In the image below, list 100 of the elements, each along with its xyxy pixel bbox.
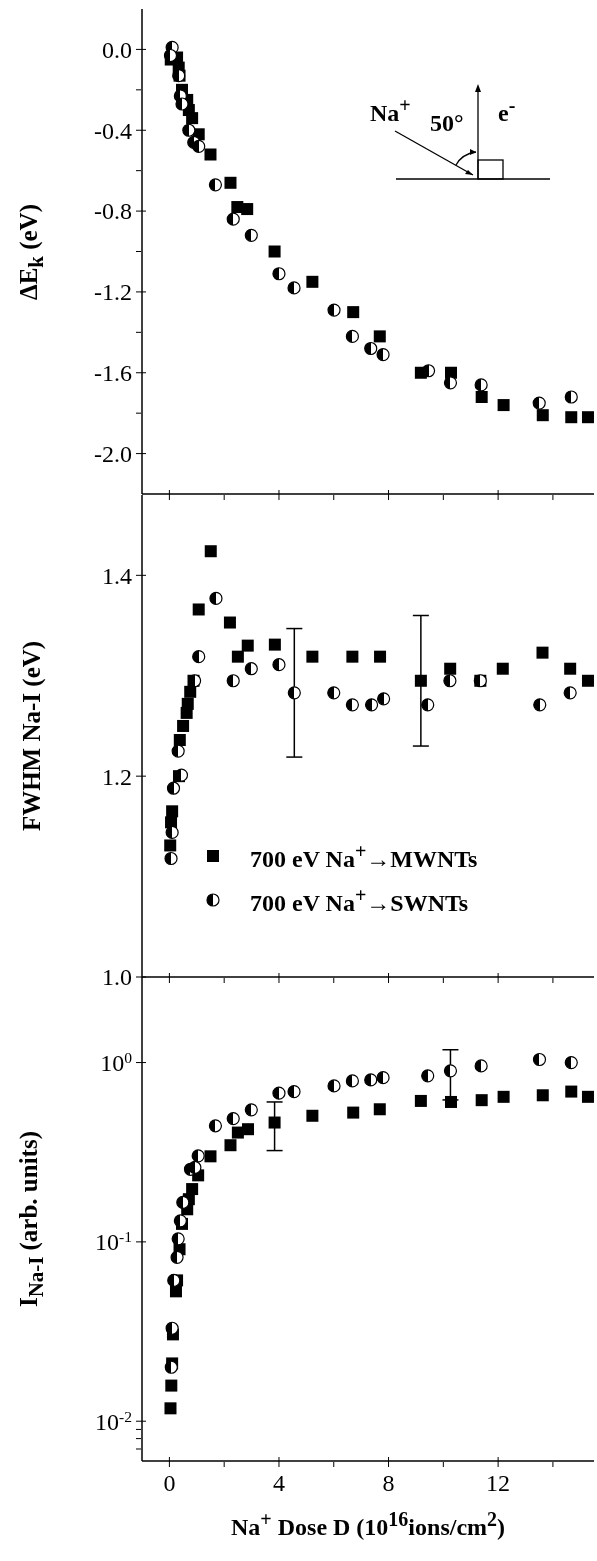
point [373, 330, 386, 343]
point [272, 658, 286, 672]
y-tick-label: -0.4 [94, 117, 132, 144]
point [564, 662, 577, 675]
point [377, 692, 391, 706]
annotation: Na$^{+}$ [370, 94, 411, 127]
point [306, 275, 319, 288]
x-axis-title: Na$^{+}$ Dose D (10$^{16}$ions/cm$^{2}$) [230, 1508, 506, 1541]
point [533, 698, 547, 712]
point [223, 616, 236, 629]
point [306, 1109, 319, 1122]
point [327, 303, 341, 317]
point [443, 1064, 458, 1078]
point [376, 347, 390, 362]
point [165, 1321, 179, 1335]
point [226, 212, 240, 226]
y-tick-label: 1.0 [102, 964, 132, 991]
point [497, 399, 510, 412]
x-tick-label: 4 [272, 1470, 285, 1496]
point [166, 805, 179, 818]
point [164, 839, 177, 852]
x-tick-label: 8 [382, 1470, 395, 1496]
point [474, 1059, 488, 1073]
point [208, 178, 223, 192]
point [373, 1103, 386, 1116]
point [268, 1116, 281, 1129]
legend-label: 700 eV Na$^{+}$→MWNTs [250, 839, 478, 873]
point [287, 281, 301, 295]
point [204, 148, 217, 161]
point [226, 1112, 240, 1126]
point [272, 1086, 286, 1100]
y-tick-label: 10$^{-2}$ [95, 1407, 132, 1435]
point [204, 1150, 217, 1163]
x-tick-label: 12 [486, 1470, 511, 1496]
point [443, 674, 457, 688]
point [184, 685, 197, 698]
point [241, 639, 254, 652]
point [565, 411, 578, 424]
annotation: 50° [430, 110, 464, 137]
y-tick-label: -0.8 [94, 198, 132, 225]
point [192, 139, 206, 154]
point [186, 112, 199, 125]
y-tick-label: 1.2 [102, 763, 132, 790]
point [564, 390, 578, 404]
x-tick-label: 0 [163, 1470, 176, 1496]
point [204, 545, 217, 558]
point [191, 1149, 205, 1163]
point [186, 1183, 199, 1196]
point [164, 851, 178, 866]
point [347, 1106, 360, 1119]
point [208, 1119, 223, 1133]
y-axis-title: FWHM Na-I (eV) [18, 640, 46, 832]
point [224, 1139, 237, 1152]
legend-label: 700 eV Na$^{+}$→SWNTs [250, 883, 469, 917]
point [306, 650, 319, 663]
point [581, 411, 594, 424]
point [345, 698, 359, 712]
y-tick-label: 1.4 [102, 562, 132, 589]
point [176, 1195, 190, 1210]
point [444, 662, 457, 675]
point [421, 1069, 435, 1083]
point [581, 674, 594, 687]
point [536, 409, 549, 422]
point [421, 698, 435, 712]
point [244, 228, 258, 242]
point [327, 686, 341, 700]
point [226, 674, 240, 688]
point [532, 1052, 547, 1067]
point [165, 1379, 178, 1392]
y-tick-label: -2.0 [94, 440, 132, 467]
point [192, 650, 206, 664]
point [175, 97, 189, 111]
y-tick-label: -1.2 [94, 279, 132, 306]
point [224, 176, 237, 189]
point [242, 1123, 255, 1136]
y-tick-label: 0.0 [102, 36, 132, 63]
point [414, 1094, 427, 1107]
point [532, 396, 546, 410]
y-tick-label: -1.6 [94, 360, 132, 387]
point [414, 674, 427, 687]
point [287, 1084, 301, 1099]
point [231, 650, 244, 663]
point [181, 697, 194, 710]
point [244, 662, 258, 676]
point [376, 1071, 390, 1085]
point [173, 734, 186, 747]
point [374, 650, 387, 663]
point [268, 638, 281, 651]
point [475, 391, 488, 403]
point [164, 1360, 178, 1374]
y-tick-label: 10$^{-1}$ [95, 1227, 132, 1256]
point [171, 744, 185, 758]
point [474, 378, 488, 392]
point [272, 267, 286, 281]
point [364, 341, 378, 356]
point [192, 603, 205, 616]
point [171, 1232, 185, 1246]
point [209, 591, 223, 606]
point [165, 825, 179, 839]
point [327, 1079, 341, 1093]
